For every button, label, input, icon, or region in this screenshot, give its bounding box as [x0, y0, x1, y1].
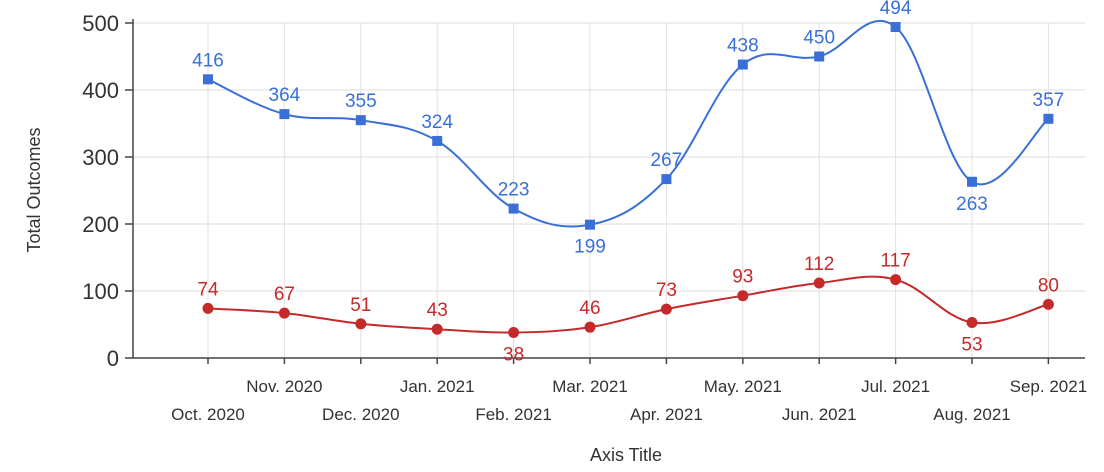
y-axis-title: Total Outcomes — [24, 127, 44, 252]
data-label: 73 — [656, 280, 677, 301]
series-2: 74 67 51 43 38 46 73 93 112 117 53 80 — [197, 251, 1059, 366]
data-point — [1042, 298, 1054, 310]
data-label: 93 — [732, 267, 753, 288]
x-tick-label: Aug. 2021 — [933, 405, 1011, 424]
data-point — [814, 51, 825, 62]
x-tick-label: May. 2021 — [704, 377, 782, 396]
x-tick-label: Feb. 2021 — [475, 405, 552, 424]
data-point — [355, 115, 366, 126]
data-point — [737, 59, 748, 70]
data-point — [890, 274, 902, 286]
data-label: 223 — [498, 180, 530, 201]
data-point — [585, 219, 595, 230]
data-label: 364 — [269, 85, 301, 106]
data-label: 74 — [197, 279, 219, 300]
x-tick-label: Mar. 2021 — [552, 377, 628, 396]
x-tick-label: Dec. 2020 — [322, 405, 400, 424]
data-label: 267 — [651, 150, 683, 171]
data-label: 38 — [503, 345, 524, 366]
data-label: 112 — [804, 254, 834, 275]
data-point — [661, 174, 672, 185]
data-point — [202, 302, 214, 314]
x-tick-label: Apr. 2021 — [630, 405, 703, 424]
axes — [125, 19, 1085, 364]
data-label: 51 — [350, 295, 371, 316]
x-tick-label: Sep. 2021 — [1010, 377, 1088, 396]
series-line — [207, 19, 1050, 228]
data-label: 438 — [727, 36, 759, 57]
data-label: 53 — [961, 334, 982, 355]
data-point — [966, 316, 978, 328]
y-tick-label: 0 — [107, 346, 119, 371]
x-tick-label: Jul. 2021 — [861, 377, 930, 396]
data-point — [278, 307, 290, 319]
data-point — [508, 203, 519, 214]
x-tick-label: Jun. 2021 — [782, 405, 857, 424]
series-group: 416 364 355 324 223 199 267 438 450 494 263 357 74 67… — [192, 0, 1064, 366]
data-point — [432, 135, 443, 146]
series-line — [207, 275, 1049, 334]
data-label: 324 — [421, 112, 453, 133]
data-label: 67 — [274, 284, 295, 305]
data-label: 46 — [579, 298, 600, 319]
data-point — [508, 327, 520, 339]
data-point — [660, 303, 672, 315]
data-label: 494 — [880, 0, 912, 19]
y-tick-label: 300 — [82, 145, 119, 170]
data-label: 355 — [345, 91, 377, 112]
data-label: 43 — [427, 300, 448, 321]
data-point — [584, 321, 596, 333]
y-tick-label: 100 — [82, 279, 119, 304]
data-point — [203, 74, 213, 85]
data-label: 263 — [956, 194, 988, 215]
data-point — [1043, 113, 1054, 124]
x-tick-label: Oct. 2020 — [171, 405, 245, 424]
y-tick-label: 400 — [82, 78, 119, 103]
series-1: 416 364 355 324 223 199 267 438 450 494 263 357 — [192, 0, 1064, 258]
data-point — [279, 109, 290, 120]
y-tick-label: 200 — [82, 212, 119, 237]
data-label: 450 — [803, 28, 835, 49]
data-point — [355, 318, 367, 330]
data-point — [431, 323, 443, 335]
data-point — [813, 277, 825, 289]
data-point — [737, 290, 749, 302]
x-axis-title: Axis Title — [590, 445, 662, 465]
y-axis-ticks: 0 100 200 300 400 500 — [82, 11, 119, 371]
y-tick-label: 500 — [82, 11, 119, 36]
data-label: 416 — [192, 50, 224, 71]
x-tick-label: Nov. 2020 — [246, 377, 322, 396]
data-point — [890, 22, 901, 33]
data-label: 357 — [1033, 90, 1065, 111]
x-tick-label: Jan. 2021 — [400, 377, 475, 396]
data-label: 117 — [880, 251, 910, 272]
data-label: 199 — [574, 237, 606, 258]
data-label: 80 — [1038, 275, 1059, 296]
data-point — [967, 176, 977, 187]
